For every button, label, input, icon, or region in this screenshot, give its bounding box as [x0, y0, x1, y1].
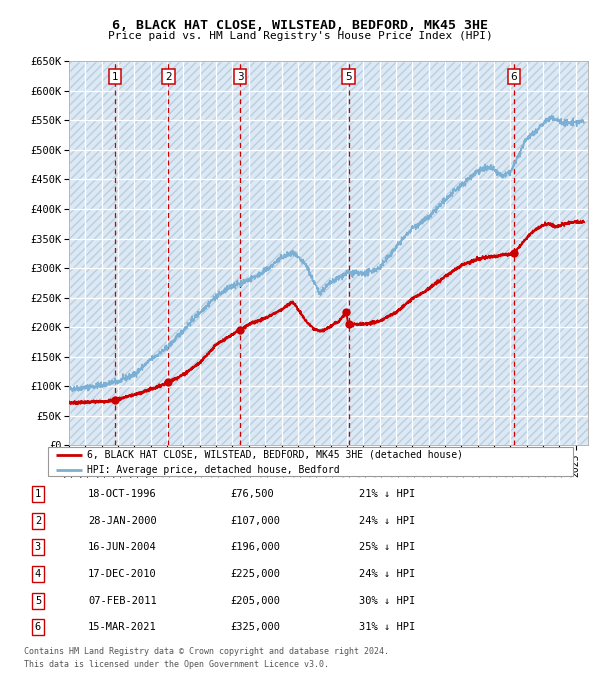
Text: 3: 3	[236, 71, 243, 82]
Text: £196,000: £196,000	[230, 543, 280, 552]
FancyBboxPatch shape	[48, 447, 573, 476]
Text: 4: 4	[35, 569, 41, 579]
Text: 15-MAR-2021: 15-MAR-2021	[88, 622, 157, 632]
Text: £205,000: £205,000	[230, 596, 280, 606]
Text: 25% ↓ HPI: 25% ↓ HPI	[359, 543, 415, 552]
Text: 16-JUN-2004: 16-JUN-2004	[88, 543, 157, 552]
Text: 6, BLACK HAT CLOSE, WILSTEAD, BEDFORD, MK45 3HE (detached house): 6, BLACK HAT CLOSE, WILSTEAD, BEDFORD, M…	[88, 449, 463, 460]
Text: Contains HM Land Registry data © Crown copyright and database right 2024.: Contains HM Land Registry data © Crown c…	[24, 647, 389, 656]
Text: 1: 1	[112, 71, 118, 82]
Text: £107,000: £107,000	[230, 515, 280, 526]
Text: £325,000: £325,000	[230, 622, 280, 632]
Text: 24% ↓ HPI: 24% ↓ HPI	[359, 515, 415, 526]
Text: 1: 1	[35, 489, 41, 499]
Text: 24% ↓ HPI: 24% ↓ HPI	[359, 569, 415, 579]
Text: 17-DEC-2010: 17-DEC-2010	[88, 569, 157, 579]
Text: 30% ↓ HPI: 30% ↓ HPI	[359, 596, 415, 606]
Text: 2: 2	[35, 515, 41, 526]
Text: 6: 6	[35, 622, 41, 632]
Text: £225,000: £225,000	[230, 569, 280, 579]
Text: 6: 6	[511, 71, 517, 82]
Text: 28-JAN-2000: 28-JAN-2000	[88, 515, 157, 526]
Text: HPI: Average price, detached house, Bedford: HPI: Average price, detached house, Bedf…	[88, 464, 340, 475]
Text: This data is licensed under the Open Government Licence v3.0.: This data is licensed under the Open Gov…	[24, 660, 329, 668]
Text: 21% ↓ HPI: 21% ↓ HPI	[359, 489, 415, 499]
Text: 5: 5	[345, 71, 352, 82]
Text: 31% ↓ HPI: 31% ↓ HPI	[359, 622, 415, 632]
Text: 2: 2	[165, 71, 172, 82]
Text: 07-FEB-2011: 07-FEB-2011	[88, 596, 157, 606]
Text: 18-OCT-1996: 18-OCT-1996	[88, 489, 157, 499]
Text: 5: 5	[35, 596, 41, 606]
Text: Price paid vs. HM Land Registry's House Price Index (HPI): Price paid vs. HM Land Registry's House …	[107, 31, 493, 41]
Text: 3: 3	[35, 543, 41, 552]
Text: £76,500: £76,500	[230, 489, 274, 499]
Text: 6, BLACK HAT CLOSE, WILSTEAD, BEDFORD, MK45 3HE: 6, BLACK HAT CLOSE, WILSTEAD, BEDFORD, M…	[112, 19, 488, 32]
